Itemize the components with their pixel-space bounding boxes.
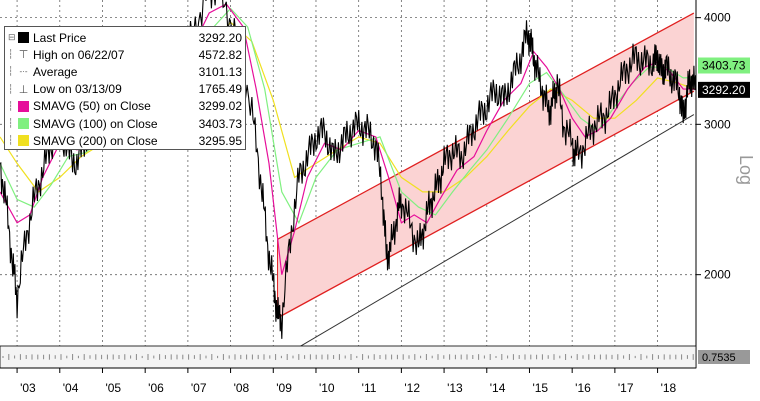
legend-value: 4572.82 — [198, 47, 242, 62]
legend-label: SMAVG (100) on Close — [33, 116, 158, 131]
y-axis-scale-label: Log — [736, 155, 756, 185]
tree-line-icon: ┆ — [8, 49, 14, 60]
legend-item: ┆ -·- Average 3101.13 — [8, 63, 242, 80]
tree-line-icon: ┆ — [8, 135, 14, 146]
channel-upper-line — [277, 12, 695, 240]
legend-value: 1765.49 — [198, 82, 242, 97]
tree-line-icon: ┆ — [8, 83, 14, 94]
legend-label: SMAVG (50) on Close — [33, 99, 151, 114]
x-tick-label: '16 — [575, 381, 591, 395]
channel-lower-line — [277, 90, 695, 319]
x-tick-label: '13 — [447, 381, 463, 395]
legend-swatch — [18, 118, 29, 130]
channel-base-line — [277, 114, 695, 361]
x-tick-label: '10 — [319, 381, 335, 395]
legend-swatch — [18, 135, 29, 147]
tree-line-icon: ┆ — [8, 100, 14, 111]
value-tag-text: 3292.20 — [702, 83, 746, 97]
legend-item: ┆ ⊥ Low on 03/13/09 1765.49 — [8, 81, 242, 98]
value-tag-box — [698, 57, 750, 74]
average-marker-icon: -·- — [19, 67, 28, 77]
y-tick-label: 4000 — [704, 11, 731, 25]
x-tick-label: '12 — [404, 381, 420, 395]
legend-item: ┆ SMAVG (100) on Close 3403.73 — [8, 115, 242, 132]
legend-label: SMAVG (200) on Close — [33, 133, 158, 148]
x-tick-label: '06 — [148, 381, 164, 395]
x-tick-label: '05 — [105, 381, 121, 395]
legend-label: Last Price — [33, 30, 87, 45]
tree-line-icon: ┆ — [8, 118, 14, 129]
x-tick-label: '03 — [20, 381, 36, 395]
legend-value: 3292.20 — [198, 30, 242, 45]
low-marker-icon: ⊥ — [18, 83, 29, 96]
legend-swatch — [18, 32, 29, 44]
legend-value: 3403.73 — [198, 116, 242, 131]
y-tick-label: 3000 — [704, 117, 731, 131]
x-tick-label: '15 — [532, 381, 548, 395]
legend-item: ⊟ Last Price 3292.20 — [8, 29, 242, 46]
legend-value: 3295.95 — [198, 133, 242, 148]
legend-value: 3101.13 — [198, 64, 242, 79]
legend-item: ┆ SMAVG (50) on Close 3299.02 — [8, 98, 242, 115]
value-tag-box — [698, 81, 750, 98]
x-tick-label: '18 — [661, 381, 677, 395]
legend-item: ┆ ⊤ High on 06/22/07 4572.82 — [8, 46, 242, 63]
lower-panel-tag-text: 0.7535 — [702, 352, 736, 364]
x-tick-label: '11 — [362, 381, 377, 395]
x-tick-label: '14 — [490, 381, 506, 395]
x-tick-label: '09 — [276, 381, 292, 395]
axis-layer: 2000 3000 4000 Log 3403.73 3292.20 0.7535 '03 '0… — [0, 0, 756, 395]
collapse-icon: ⊟ — [8, 32, 16, 43]
legend-value: 3299.02 — [198, 99, 242, 114]
legend-label: Low on 03/13/09 — [33, 82, 122, 97]
tree-line-icon: ┆ — [8, 66, 14, 77]
channel-fill — [277, 13, 694, 318]
x-tick-label: '04 — [63, 381, 79, 395]
y-tick-label: 2000 — [704, 268, 731, 282]
legend-label: High on 06/22/07 — [33, 47, 125, 62]
regression-channel — [277, 12, 695, 361]
x-tick-label: '08 — [234, 381, 250, 395]
legend-item: ┆ SMAVG (200) on Close 3295.95 — [8, 132, 242, 149]
x-tick-label: '07 — [191, 381, 207, 395]
high-marker-icon: ⊤ — [18, 49, 29, 62]
lower-panel-tag-box — [698, 350, 750, 364]
chart-legend: ⊟ Last Price 3292.20 ┆ ⊤ High on 06/22/07 4572… — [4, 26, 246, 150]
legend-swatch — [18, 100, 29, 112]
x-tick-label: '17 — [618, 381, 634, 395]
legend-label: Average — [33, 64, 78, 79]
lower-panel — [0, 345, 697, 369]
value-tag-text: 3403.73 — [702, 59, 746, 73]
